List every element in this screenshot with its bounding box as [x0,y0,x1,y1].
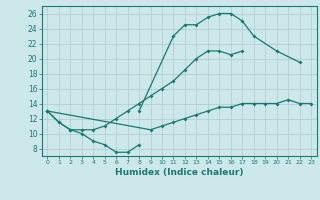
X-axis label: Humidex (Indice chaleur): Humidex (Indice chaleur) [115,168,244,177]
